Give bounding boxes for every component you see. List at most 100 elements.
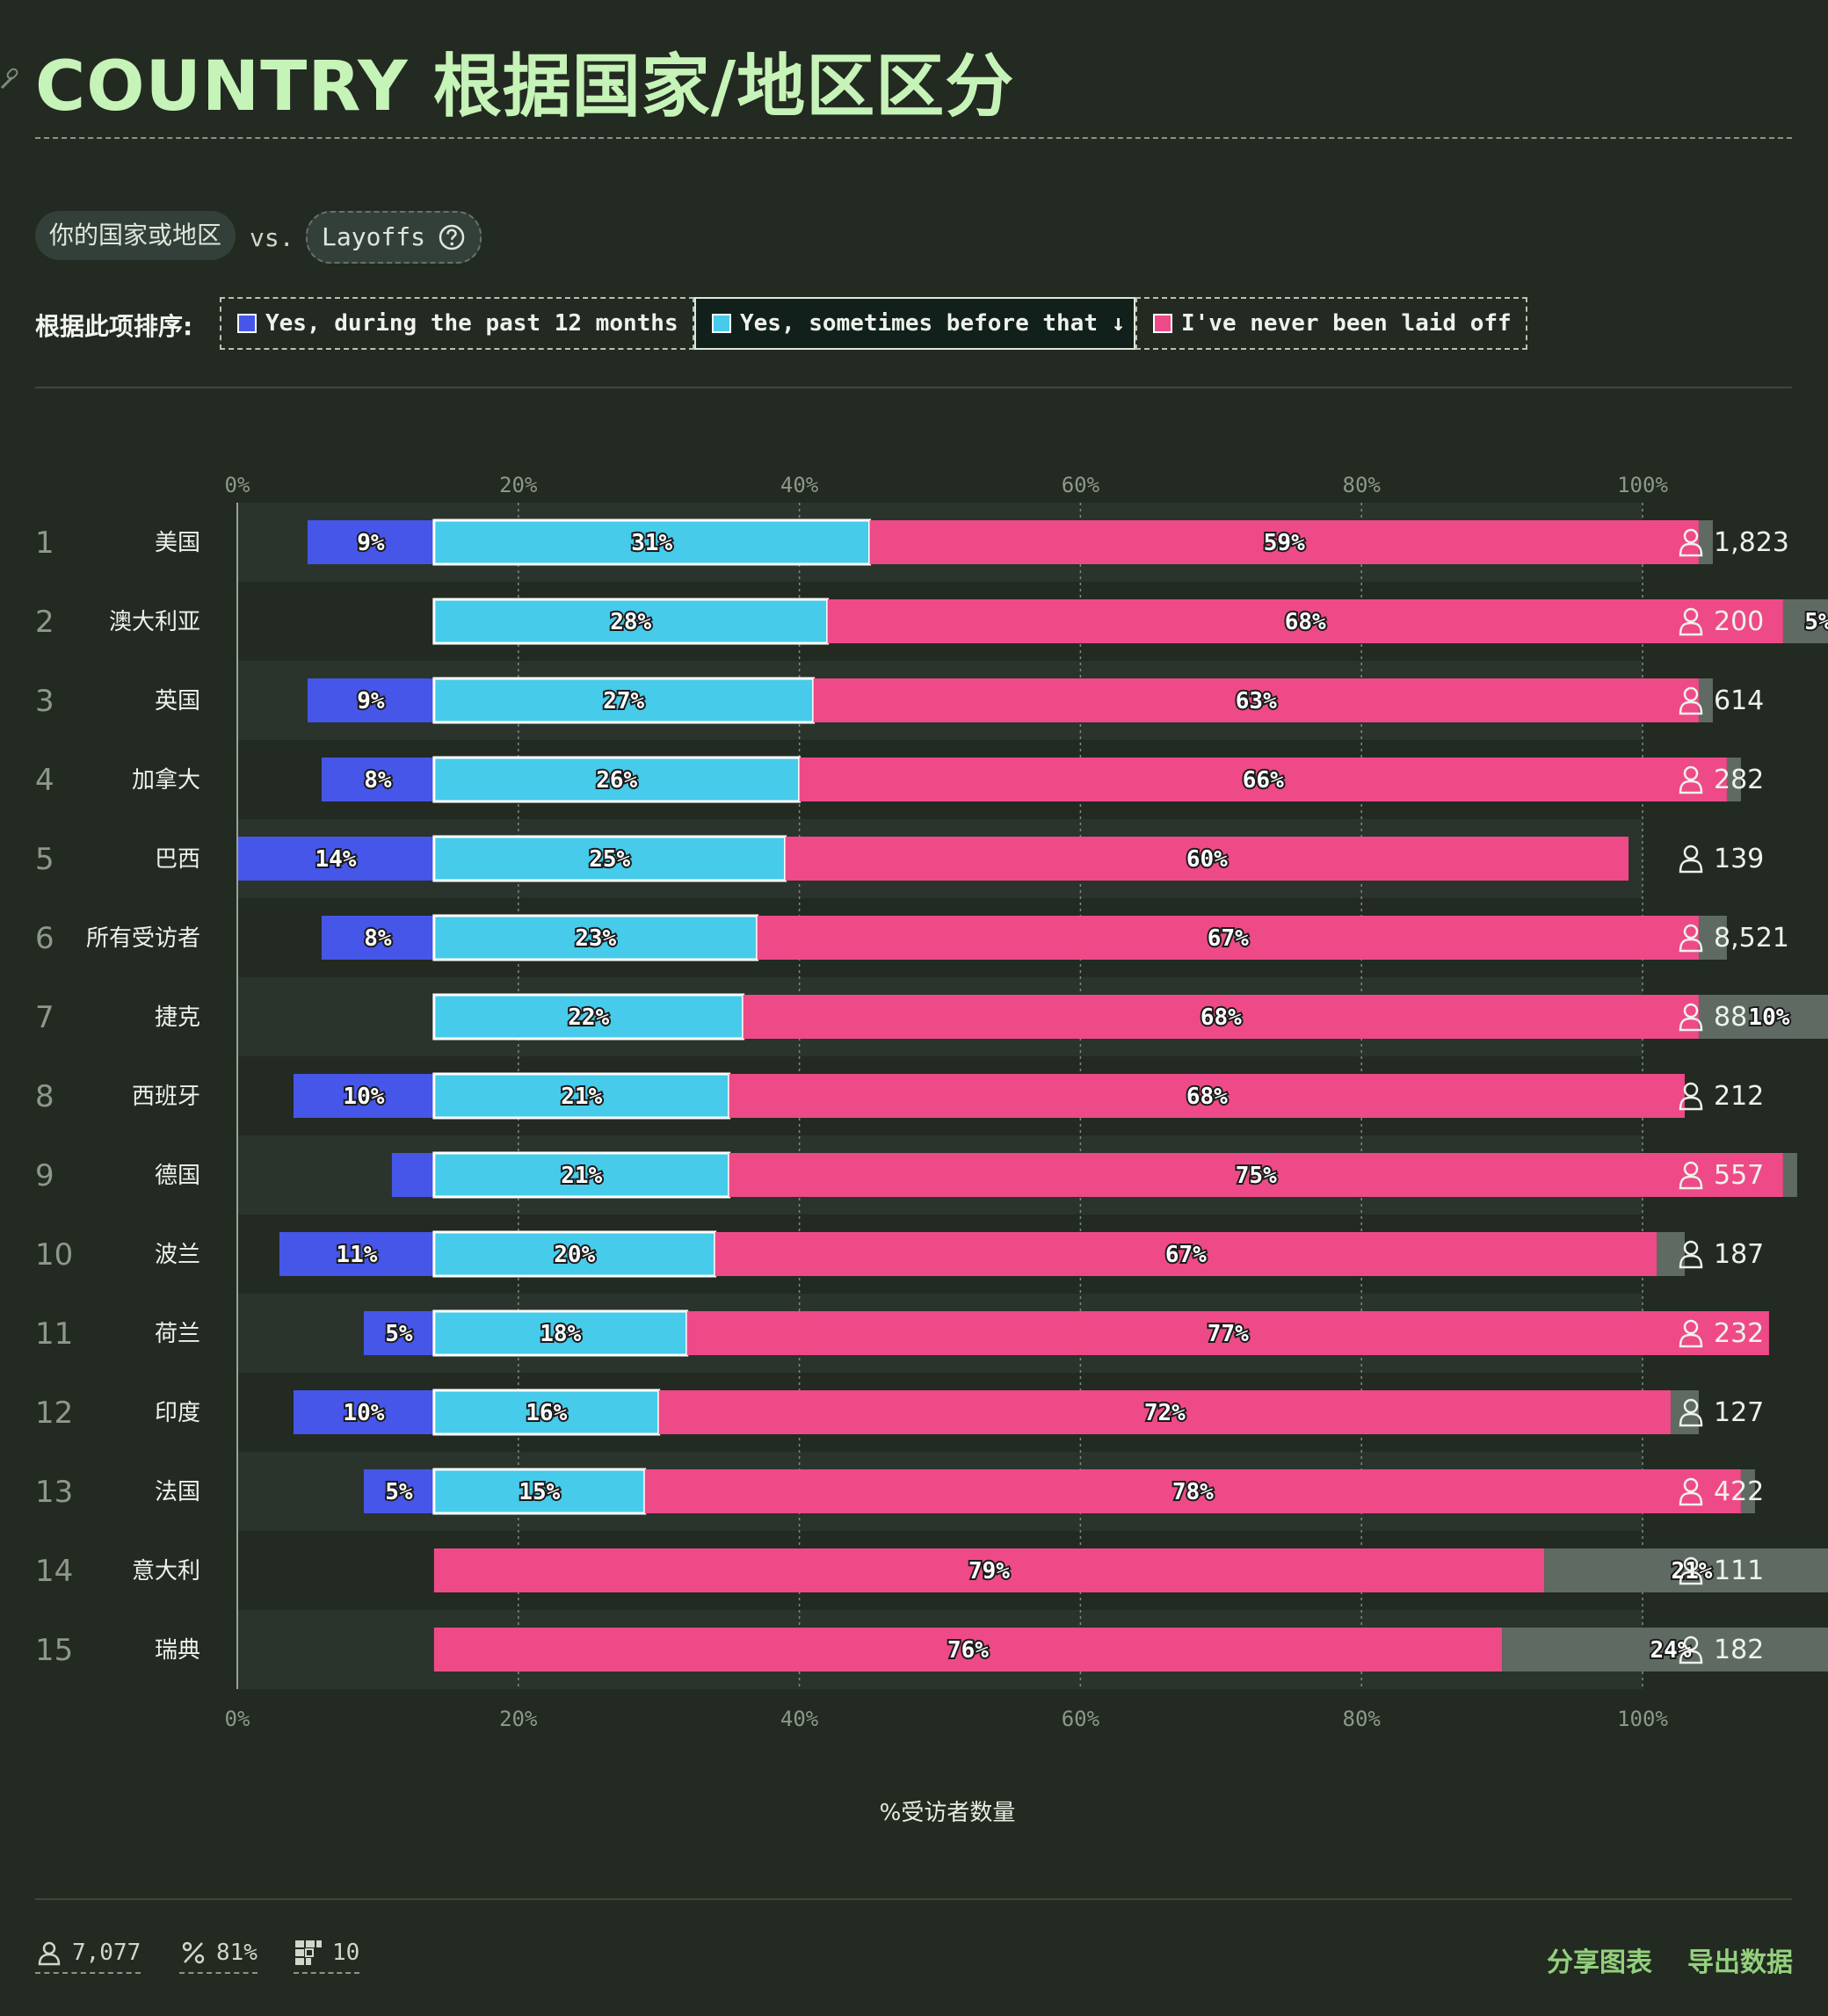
bar-segment (729, 1074, 1685, 1118)
data-label: 9% (357, 688, 385, 714)
data-label: 68% (1285, 609, 1326, 635)
bar-segment (432, 756, 802, 803)
category-label: 美国 (155, 530, 200, 556)
color-swatch (237, 314, 257, 333)
bar-segment (1698, 995, 1828, 1039)
category-label: 瑞典 (155, 1637, 200, 1664)
link-icon[interactable] (0, 62, 19, 97)
person-icon-body (1679, 1650, 1703, 1664)
category-label: 法国 (155, 1479, 200, 1505)
category-label: 德国 (155, 1163, 200, 1189)
person-icon (1683, 1240, 1699, 1256)
bar-segment (644, 1469, 1741, 1513)
bar-segment (432, 1309, 689, 1357)
bar-segment (432, 914, 759, 961)
bar-segment (757, 916, 1699, 960)
bar-segment (432, 519, 872, 566)
dimension-label: 你的国家或地区 (49, 221, 222, 250)
category-label: 澳大利亚 (109, 609, 200, 635)
color-swatch (712, 314, 731, 333)
data-label: 5% (1804, 609, 1828, 635)
data-label: 60% (1186, 846, 1228, 873)
person-icon-body (1679, 1017, 1703, 1032)
respondent-count: 614 (1714, 685, 1764, 716)
data-label: 10% (343, 1084, 384, 1110)
bar-segment (363, 1311, 434, 1355)
question-circle-icon[interactable] (438, 223, 466, 251)
person-icon (1683, 1003, 1699, 1019)
person-icon (1683, 607, 1699, 623)
category-label: 西班牙 (132, 1084, 200, 1110)
person-icon-body (1679, 1175, 1703, 1190)
data-label: 27% (603, 688, 644, 714)
controls-divider (35, 387, 1792, 388)
total-respondents-stat[interactable]: 7,077 (35, 1939, 141, 1974)
row-rank: 8 (35, 1079, 54, 1114)
percent-icon (182, 1941, 205, 1964)
bar-segment (785, 837, 1629, 881)
sort-option-before-that[interactable]: Yes, sometimes before that ↓ (694, 297, 1135, 350)
sort-option-never-laid-off[interactable]: I've never been laid off (1135, 297, 1527, 350)
bar-segment (799, 758, 1727, 801)
category-label: 印度 (155, 1400, 200, 1426)
bar-segment (279, 1232, 434, 1276)
x-tick-label-top: 100% (1617, 473, 1668, 497)
x-tick-label-top: 60% (1062, 473, 1100, 497)
response-rate-stat[interactable]: 81% (179, 1939, 258, 1974)
data-label: 21% (561, 1084, 602, 1110)
vs-label: vs. (250, 223, 294, 252)
page-title: COUNTRY 根据国家/地区区分 (35, 47, 1015, 127)
row-rank: 2 (35, 605, 54, 640)
metric-label: Layoffs (322, 222, 426, 251)
metric-selector[interactable]: Layoffs (306, 211, 482, 264)
respondent-count: 1,823 (1714, 527, 1789, 558)
total-respondents-value: 7,077 (72, 1940, 141, 1966)
row-rank: 14 (35, 1554, 73, 1589)
person-icon-body (1679, 1491, 1703, 1506)
share-chart-link[interactable]: 分享图表 (1547, 1947, 1652, 1978)
person-icon (1683, 1161, 1699, 1177)
data-label: 67% (1208, 925, 1249, 952)
bar-segment (363, 1469, 434, 1513)
row-rank: 11 (35, 1316, 73, 1352)
bar-segment (391, 1153, 434, 1197)
bar-segment (1782, 599, 1828, 643)
data-label: 31% (631, 530, 672, 556)
response-rate-value: 81% (216, 1940, 258, 1966)
data-label: 9% (357, 530, 385, 556)
data-label: 21% (561, 1163, 602, 1189)
x-axis-title: %受访者数量 (879, 1800, 1016, 1826)
person-icon (1683, 845, 1699, 860)
person-icon (1683, 1398, 1699, 1414)
person-icon-body (1679, 621, 1703, 636)
x-tick-label-top: 40% (780, 473, 819, 497)
bar-segment (1726, 758, 1741, 801)
person-icon (1683, 686, 1699, 702)
segments-stat[interactable]: 10 (294, 1939, 360, 1974)
bar-segment (686, 1311, 1769, 1355)
data-label: 8% (364, 925, 392, 952)
person-icon (38, 1941, 61, 1966)
bar-segment (321, 916, 434, 960)
data-label: 15% (519, 1479, 560, 1505)
bar-segment (432, 1468, 647, 1515)
data-label: 72% (1144, 1400, 1186, 1426)
bar-segment (1502, 1628, 1828, 1672)
data-label: 5% (385, 1321, 413, 1347)
bar-segment (433, 1628, 1503, 1672)
sort-option-past-12-months[interactable]: Yes, during the past 12 months (220, 297, 694, 350)
data-label: 8% (364, 767, 392, 794)
person-icon (1683, 1477, 1699, 1493)
data-label: 11% (336, 1242, 377, 1268)
export-data-link[interactable]: 导出数据 (1687, 1947, 1793, 1978)
dimension-selector[interactable]: 你的国家或地区 (35, 211, 236, 260)
x-tick-label-bottom: 20% (499, 1707, 538, 1731)
sort-option-label: Yes, sometimes before that ↓ (740, 310, 1126, 337)
data-label: 14% (315, 846, 356, 873)
respondent-count: 422 (1714, 1476, 1764, 1507)
bar-segment (433, 1548, 1545, 1592)
data-label: 66% (1243, 767, 1284, 794)
respondent-count: 200 (1714, 606, 1764, 637)
data-label: 22% (568, 1004, 609, 1031)
row-rank: 9 (35, 1158, 54, 1193)
